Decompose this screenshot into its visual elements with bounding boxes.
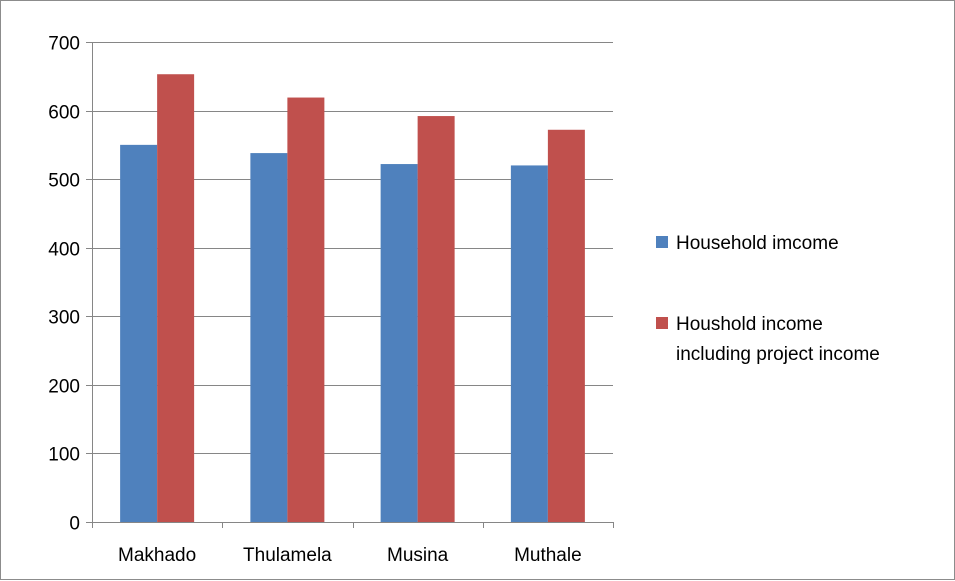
bar-household-income-makhado [120, 144, 158, 522]
bar-household-income-musina [380, 164, 418, 523]
x-tick-label: Muthale [514, 545, 582, 566]
y-tick-label: 400 [48, 240, 80, 261]
legend-label: Household imcome [676, 233, 839, 254]
bar-household-income-with-project-muthale [547, 129, 585, 522]
axes [86, 42, 614, 528]
bars [120, 74, 585, 523]
legend-label: including project income [676, 344, 880, 365]
legend-swatch [656, 236, 668, 248]
y-tick-label: 600 [48, 103, 80, 124]
bar-household-income-with-project-musina [417, 116, 455, 523]
y-tick-labels: 0 100 200 300 400 500 600 700 [48, 34, 80, 535]
y-tick-label: 300 [48, 308, 80, 329]
bar-household-income-with-project-thulamela [287, 97, 325, 523]
x-tick-label: Makhado [118, 545, 196, 566]
x-tick-label: Musina [387, 545, 449, 566]
y-tick-label: 700 [48, 34, 80, 55]
y-tick-label: 200 [48, 377, 80, 398]
x-tick-labels: Makhado Thulamela Musina Muthale [118, 545, 582, 566]
legend: Household imcome Houshold income including… [656, 233, 880, 365]
legend-swatch [656, 317, 668, 329]
y-tick-label: 100 [48, 445, 80, 466]
bar-household-income-with-project-makhado [157, 74, 195, 522]
bar-household-income-thulamela [250, 153, 288, 523]
x-tick-label: Thulamela [243, 545, 332, 566]
y-tick-label: 500 [48, 171, 80, 192]
bar-household-income-muthale [510, 165, 548, 522]
legend-label: Houshold income [676, 314, 823, 335]
y-tick-label: 0 [69, 514, 80, 535]
